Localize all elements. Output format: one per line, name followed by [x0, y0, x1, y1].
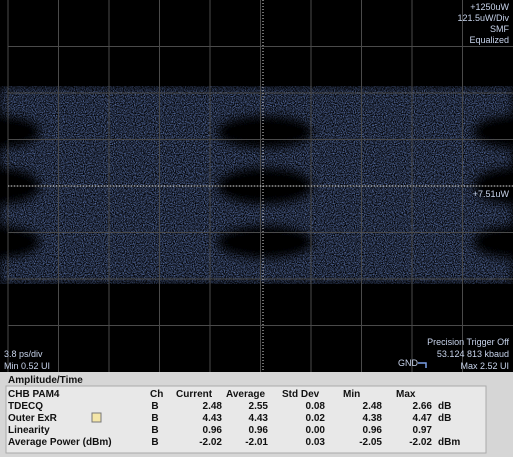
cell: B [151, 413, 158, 424]
cell: B [151, 437, 158, 448]
scale-label: 121.5uW/Div [457, 13, 509, 23]
gnd-label: GND [398, 358, 419, 368]
scale-label: Equalized [469, 35, 509, 45]
column-header: Max [396, 389, 416, 400]
table-body [5, 385, 487, 454]
row-label: Outer ExR [8, 413, 58, 424]
cell: 2.48 [203, 401, 223, 412]
cell: 2.66 [413, 401, 433, 412]
cell: 4.38 [363, 413, 383, 424]
column-header: CHB PAM4 [8, 389, 60, 400]
min-label: Min 0.52 UI [4, 361, 50, 371]
cell: -2.02 [199, 437, 222, 448]
trigger-label: Precision Trigger Off [427, 337, 509, 347]
cell: 0.00 [306, 425, 326, 436]
row-label: Average Power (dBm) [8, 437, 112, 448]
column-header: Std Dev [282, 389, 320, 400]
cell: dBm [438, 437, 460, 448]
cell: 0.08 [306, 401, 326, 412]
gnd-icon [418, 362, 427, 368]
cell: 2.48 [363, 401, 383, 412]
cell: B [151, 401, 158, 412]
lock-icon [91, 412, 102, 423]
table-title: Amplitude/Time [8, 375, 83, 386]
cell: -2.01 [245, 437, 268, 448]
time-scale: 3.8 ps/div [4, 349, 43, 359]
offset-marker: +7.51uW [473, 189, 510, 199]
cell: 0.97 [413, 425, 433, 436]
cell: 0.96 [363, 425, 383, 436]
cell: 4.43 [249, 413, 269, 424]
cell: B [151, 425, 158, 436]
cell: dB [438, 413, 451, 424]
cell: 0.03 [306, 437, 326, 448]
baud-label: 53.124 813 kbaud [437, 349, 509, 359]
column-header: Ch [150, 389, 163, 400]
cell: dB [438, 401, 451, 412]
column-header: Current [176, 389, 213, 400]
cell: 0.96 [249, 425, 269, 436]
cell: 0.96 [203, 425, 223, 436]
cell: -2.05 [359, 437, 382, 448]
cell: 0.02 [306, 413, 326, 424]
scale-label: SMF [490, 24, 510, 34]
row-label: Linearity [8, 425, 50, 436]
cell: 2.55 [249, 401, 269, 412]
column-header: Min [343, 389, 360, 400]
scale-label: +1250uW [470, 2, 509, 12]
column-header: Average [226, 389, 266, 400]
cell: -2.02 [409, 437, 432, 448]
eye-diagram [0, 86, 513, 284]
cell: 4.43 [203, 413, 223, 424]
max-label: Max 2.52 UI [460, 361, 509, 371]
cell: 4.47 [413, 413, 433, 424]
row-label: TDECQ [8, 401, 43, 412]
